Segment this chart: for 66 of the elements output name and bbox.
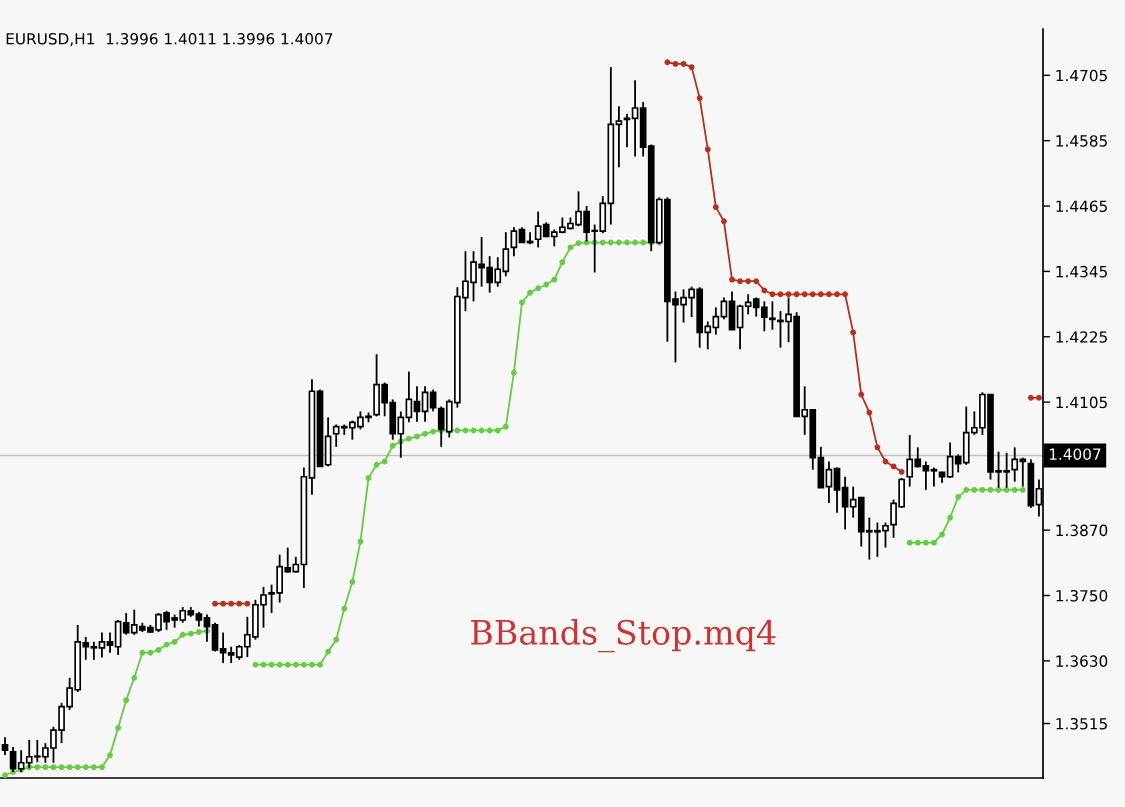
point: [898, 468, 905, 475]
candlestick: [90, 640, 98, 661]
annotation: BBands_Stop.mq4: [471, 619, 776, 653]
point: [228, 600, 235, 607]
ref-line-label: 1.4007: [1049, 448, 1101, 460]
candlestick: [946, 441, 954, 479]
candlestick: [615, 105, 623, 169]
point: [793, 291, 800, 298]
candlestick: [736, 303, 744, 351]
point: [850, 329, 857, 336]
point: [672, 60, 679, 67]
candlestick: [219, 631, 227, 664]
point: [874, 444, 881, 451]
y-tick-label: 1.4225: [1056, 331, 1107, 343]
candlestick: [98, 631, 106, 659]
candlestick: [631, 79, 639, 158]
point: [769, 291, 776, 298]
y-tick-label: 1.4705: [1056, 69, 1107, 82]
y-tick-label: 1.3630: [1056, 655, 1108, 667]
point: [664, 59, 671, 66]
y-tick-label: 1.4105: [1056, 396, 1107, 409]
point: [1036, 394, 1042, 401]
y-tick-label: 1.3750: [1056, 589, 1108, 602]
candlestick: [930, 466, 938, 488]
point: [704, 146, 711, 153]
point: [680, 60, 687, 67]
point: [801, 291, 808, 298]
y-tick-label: 1.4345: [1056, 265, 1107, 278]
point: [220, 600, 227, 607]
point: [866, 409, 873, 416]
point: [842, 291, 849, 298]
point: [761, 287, 768, 294]
y-tick-label: 1.4585: [1056, 135, 1107, 147]
point: [244, 600, 251, 607]
point: [737, 278, 744, 285]
y-tick-label: 1.3515: [1056, 717, 1107, 730]
point: [785, 291, 792, 298]
y-tick-label: 1.3870: [1056, 524, 1108, 537]
point: [882, 458, 889, 465]
chart-title: EURUSD,H1 1.3996 1.4011 1.3996 1.4007: [6, 33, 333, 47]
point: [236, 600, 243, 607]
point: [777, 291, 784, 298]
candlestick: [421, 385, 429, 423]
point: [890, 463, 897, 470]
candlestick: [833, 466, 841, 514]
candlestick: [510, 226, 518, 258]
candlestick: [429, 388, 437, 413]
candlestick: [841, 475, 849, 531]
point: [712, 204, 719, 211]
point: [858, 391, 865, 398]
point: [688, 64, 695, 71]
candlestick: [106, 631, 114, 654]
point: [1027, 394, 1034, 401]
point: [729, 276, 735, 283]
point: [721, 218, 727, 225]
y-tick-label: 1.4465: [1056, 200, 1107, 213]
candlestick: [922, 460, 930, 491]
point: [212, 600, 218, 607]
point: [834, 291, 840, 298]
point: [817, 291, 824, 298]
point: [696, 95, 703, 102]
point: [745, 278, 752, 285]
point: [826, 291, 832, 298]
candlestick: [534, 210, 542, 249]
point: [753, 278, 760, 285]
point: [809, 291, 816, 298]
